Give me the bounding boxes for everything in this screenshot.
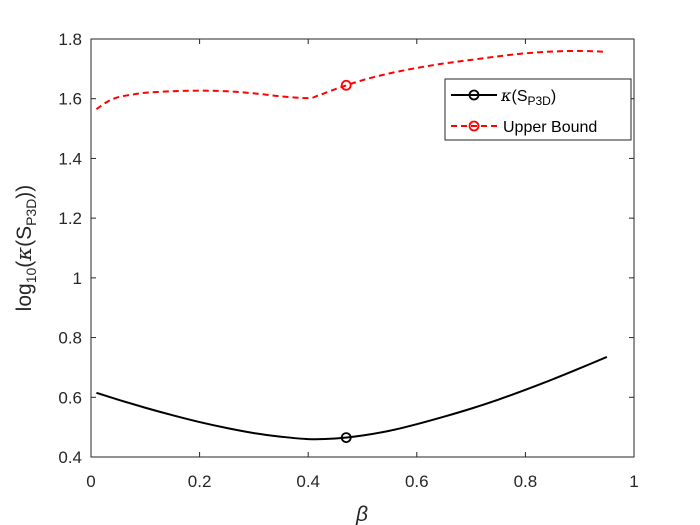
y-label-s: (S: [13, 226, 36, 247]
x-tick-label: 0.8: [514, 472, 538, 491]
plot-frame: [90, 38, 635, 458]
y-axis-label: log10(κ(SP3D)): [12, 185, 39, 312]
y-tick-label: 1.2: [58, 209, 82, 228]
y-label-kappa: κ: [12, 247, 36, 262]
legend-kappa-marker: [468, 89, 480, 101]
x-tick-label: 0.4: [296, 472, 320, 491]
legend-kappa-close: ): [551, 88, 556, 105]
y-tick-label: 0.4: [58, 448, 82, 467]
ticks-layer: 0 0.2 0.4 0.6 0.8 1 0.4 0.6 0.8 1 1.2 1.4 1.6 1.8: [58, 30, 638, 491]
x-axis-label: β: [355, 503, 368, 525]
series-line-kappa: [96, 356, 608, 441]
y-tick-label: 0.6: [58, 388, 82, 407]
y-label-log: log: [13, 283, 36, 311]
legend-kappa-label: κ(SP3D): [500, 86, 556, 108]
y-label-log-subscript: 10: [23, 267, 39, 283]
x-tick-label: 1: [629, 472, 638, 491]
y-tick-label: 0.8: [58, 329, 82, 348]
series-layer: [95, 49, 608, 443]
x-tick-label: 0.6: [405, 472, 429, 491]
legend-kappa-subscript: P3D: [528, 94, 552, 108]
y-label-open-paren: (: [13, 261, 36, 268]
x-tick-label: 0.2: [188, 472, 212, 491]
y-label-close-paren: )): [13, 185, 36, 199]
series-marker-kappa: [340, 432, 352, 443]
y-tick-label: 1: [73, 269, 82, 288]
legend-upper-label: Upper Bound: [503, 119, 597, 136]
series-marker-upper: [340, 79, 352, 91]
y-tick-label: 1.8: [58, 30, 82, 49]
legend: κ(SP3D) Upper Bound: [444, 78, 632, 141]
legend-kappa-symbol: κ: [500, 86, 512, 105]
legend-kappa-s: (S: [512, 88, 528, 105]
x-tick-label: 0: [86, 472, 95, 491]
y-tick-label: 1.4: [58, 149, 82, 168]
legend-upper-marker: [468, 120, 480, 132]
y-label-p3d-subscript: P3D: [23, 199, 39, 226]
y-tick-label: 1.6: [58, 90, 82, 109]
